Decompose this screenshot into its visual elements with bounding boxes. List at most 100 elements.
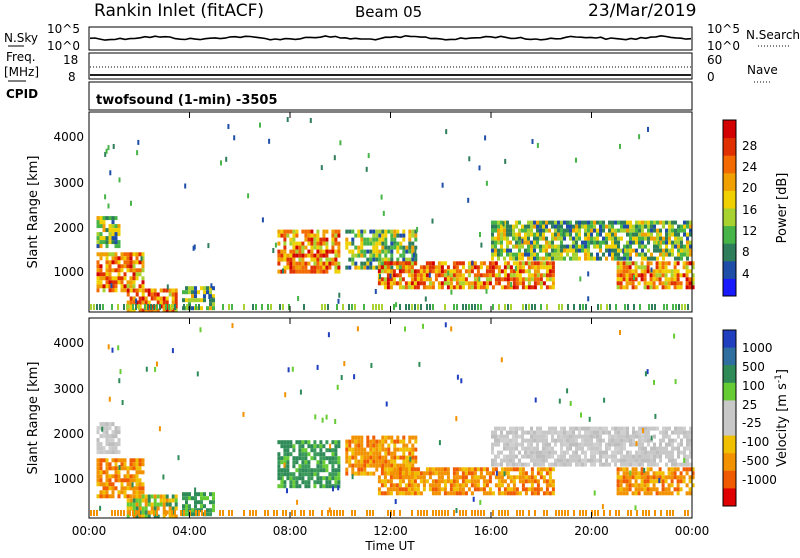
echo-cell [634, 487, 638, 492]
echo-cell [357, 229, 361, 234]
echo-cell [360, 233, 364, 238]
echo-ground [309, 510, 311, 516]
echo-ground [153, 304, 155, 310]
echo-cell [685, 261, 689, 266]
echo-cell [401, 467, 405, 472]
echo-cell [105, 430, 109, 435]
echo-cell [479, 467, 483, 472]
echo-cell [488, 471, 492, 476]
echo-cell [334, 456, 338, 461]
echo-cell [686, 454, 689, 459]
echo-cell [551, 434, 554, 439]
echo-cell [206, 306, 209, 311]
echo-scatter [456, 374, 459, 380]
echo-cell [628, 261, 632, 266]
echo-cell [518, 491, 522, 496]
echo-scatter [296, 499, 299, 505]
echo-cell [105, 450, 109, 455]
echo-cell [434, 491, 438, 496]
echo-cell [652, 471, 656, 476]
echo-cell [114, 288, 118, 293]
echo-cell [108, 260, 112, 265]
echo-scatter [484, 135, 487, 141]
echo-cell [691, 483, 695, 488]
echo-cell [646, 467, 650, 472]
echo-cell [383, 261, 387, 266]
echo-cell [575, 244, 578, 249]
echo-cell [117, 272, 121, 277]
echo-ground [498, 510, 500, 516]
echo-cell [331, 237, 335, 242]
echo-cell [647, 236, 650, 241]
echo-cell [616, 281, 620, 286]
echo-cell [584, 248, 587, 253]
echo-scatter [329, 443, 332, 449]
echo-ground [135, 304, 137, 310]
echo-cell [685, 483, 689, 488]
echo-cell [545, 458, 548, 463]
echo-cell [611, 256, 614, 261]
echo-cell [563, 442, 566, 447]
echo-ground [630, 510, 632, 516]
echo-cell [105, 240, 109, 245]
echo-cell [671, 228, 674, 233]
echo-cell [664, 475, 668, 480]
echo-cell [596, 442, 599, 447]
echo-cell [414, 229, 418, 234]
echo-cell [396, 245, 400, 250]
echo-cell [530, 256, 533, 261]
echo-cell [491, 462, 494, 467]
echo-scatter [210, 283, 213, 289]
echo-cell [518, 240, 521, 245]
echo-cell [637, 265, 641, 270]
echo-cell [683, 252, 686, 257]
echo-cell [111, 490, 115, 495]
echo-cell [416, 273, 420, 278]
echo-cell [301, 229, 305, 234]
echo-cell [500, 458, 503, 463]
echo-cell [108, 474, 112, 479]
echo-cell [126, 502, 130, 507]
echo-cell [377, 479, 381, 484]
echo-cell [608, 244, 611, 249]
echo-scatter [502, 221, 505, 227]
echo-cell [383, 491, 387, 496]
echo-cell [413, 269, 417, 274]
echo-cell [316, 460, 320, 465]
echo-cell [503, 269, 507, 274]
echo-cell [506, 281, 510, 286]
echo-cell [310, 233, 314, 238]
echo-cell [345, 451, 349, 456]
echo-cell [102, 224, 106, 229]
echo-cell [348, 265, 352, 270]
echo-cell [596, 426, 599, 431]
echo-cell [509, 454, 512, 459]
echo-cell [419, 491, 423, 496]
echo-cell [581, 462, 584, 467]
echo-cell [638, 462, 641, 467]
echo-cell [295, 440, 299, 445]
echo-ground [528, 510, 530, 516]
echo-cell [408, 245, 412, 250]
echo-cell [440, 285, 444, 290]
echo-scatter [534, 397, 537, 403]
echo-cell [497, 462, 500, 467]
echo-cell [337, 261, 341, 266]
echo-cell [464, 471, 468, 476]
echo-cell [533, 446, 536, 451]
echo-scatter [274, 242, 277, 248]
echo-cell [437, 261, 441, 266]
echo-ground [204, 510, 206, 516]
echo-cell [665, 462, 668, 467]
echo-cell [512, 285, 516, 290]
echo-cell [328, 460, 332, 465]
echo-cell [539, 265, 543, 270]
echo-cell [162, 494, 166, 499]
echo-cell [129, 474, 133, 479]
echo-cell [425, 273, 429, 278]
echo-ground [564, 510, 566, 516]
echo-scatter [196, 371, 199, 377]
echo-cell [114, 450, 118, 455]
echo-cell [551, 236, 554, 241]
